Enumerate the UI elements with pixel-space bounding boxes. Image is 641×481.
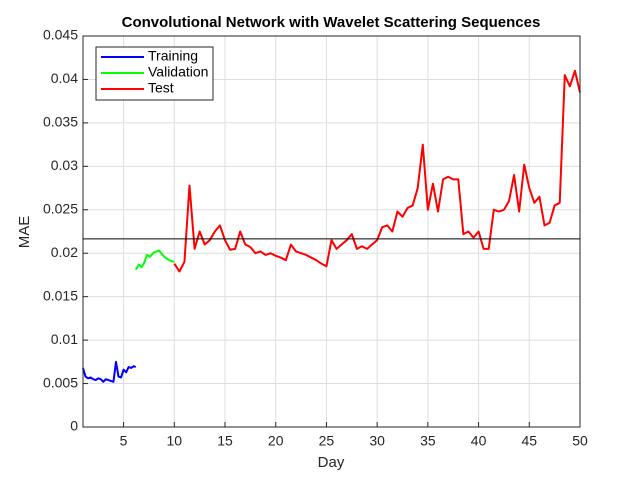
y-tick-label: 0.025 (43, 200, 78, 216)
y-tick-label: 0.045 (43, 27, 78, 43)
x-tick-label: 35 (420, 433, 436, 449)
x-tick-label: 15 (217, 433, 233, 449)
y-tick-label: 0 (70, 418, 78, 434)
y-tick-label: 0.015 (43, 287, 78, 303)
x-tick-label: 45 (521, 433, 537, 449)
axes-box (82, 35, 581, 428)
y-tick-label: 0.02 (51, 244, 78, 260)
x-tick-label: 30 (369, 433, 385, 449)
series-line (82, 360, 137, 383)
y-tick-label: 0.005 (43, 374, 78, 390)
legend-label: Training (148, 48, 198, 64)
y-tick-label: 0.035 (43, 114, 78, 130)
series-line (134, 249, 175, 271)
plot-area (83, 36, 580, 427)
x-tick-label: 10 (166, 433, 182, 449)
chart-title: Convolutional Network with Wavelet Scatt… (122, 14, 541, 31)
x-axis-label: Day (318, 454, 345, 471)
y-axis-label: MAE (16, 216, 33, 249)
x-tick-label: 5 (120, 433, 128, 449)
series-line (173, 69, 581, 273)
x-tick-label: 50 (572, 433, 588, 449)
y-tick-label: 0.03 (51, 157, 78, 173)
legend-label: Validation (148, 64, 208, 80)
legend-label: Test (148, 80, 174, 96)
x-tick-label: 40 (471, 433, 487, 449)
y-tick-label: 0.01 (51, 331, 78, 347)
x-tick-label: 20 (268, 433, 284, 449)
x-tick-label: 25 (319, 433, 335, 449)
y-tick-label: 0.04 (51, 70, 78, 86)
